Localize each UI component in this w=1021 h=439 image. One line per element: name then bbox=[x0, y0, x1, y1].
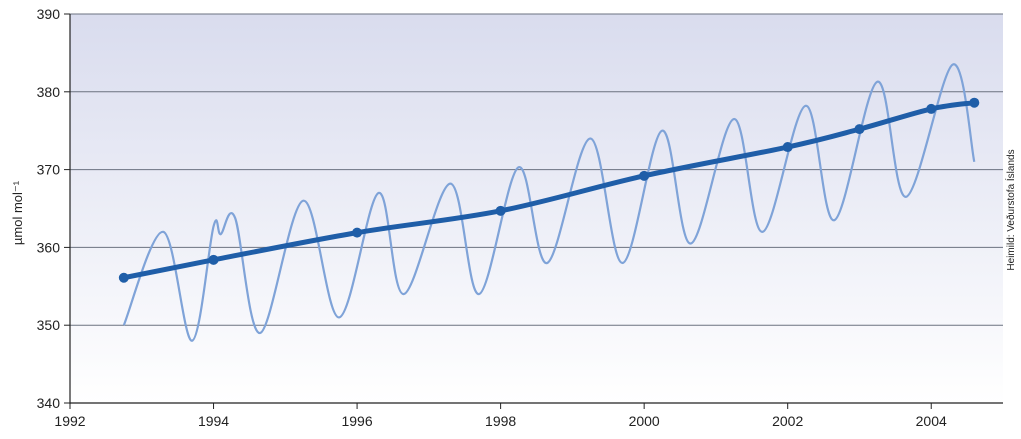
axes bbox=[69, 14, 1003, 404]
x-tick-label-1994: 1994 bbox=[198, 413, 229, 429]
trend-point-8 bbox=[969, 97, 980, 108]
trend-point-2 bbox=[352, 227, 363, 238]
trend-point-0 bbox=[118, 272, 129, 283]
trend-point-3 bbox=[495, 205, 506, 216]
plot-background bbox=[70, 14, 1003, 403]
y-axis-label: µmol mol⁻¹ bbox=[10, 180, 25, 245]
x-tick-label-1992: 1992 bbox=[54, 413, 85, 429]
x-tick-label-1996: 1996 bbox=[341, 413, 372, 429]
y-tick-label-390: 390 bbox=[37, 6, 61, 22]
trend-point-5 bbox=[782, 142, 793, 153]
x-tick-label-2004: 2004 bbox=[916, 413, 947, 429]
trend-point-6 bbox=[854, 124, 865, 135]
grid-lines bbox=[70, 13, 1003, 326]
y-tick-label-340: 340 bbox=[37, 395, 61, 411]
data-series bbox=[118, 63, 980, 342]
seasonal-series-line bbox=[122, 63, 976, 342]
trend-point-4 bbox=[639, 170, 650, 181]
x-tick-label-2002: 2002 bbox=[772, 413, 803, 429]
trend-series-line bbox=[121, 100, 977, 281]
trend-point-1 bbox=[208, 254, 219, 265]
y-tick-label-360: 360 bbox=[37, 239, 61, 255]
y-tick-label-370: 370 bbox=[37, 162, 61, 178]
source-note: Heimild: Veðurstofa Íslands bbox=[1004, 149, 1017, 270]
y-tick-label-380: 380 bbox=[37, 84, 61, 100]
tick-labels: 340 350 360 370 380 390 1992 1994 1996 1998 2000 20… bbox=[37, 6, 947, 429]
x-tick-label-2000: 2000 bbox=[629, 413, 660, 429]
x-tick-label-1998: 1998 bbox=[485, 413, 516, 429]
y-tick-label-350: 350 bbox=[37, 317, 61, 333]
trend-point-7 bbox=[926, 103, 937, 114]
